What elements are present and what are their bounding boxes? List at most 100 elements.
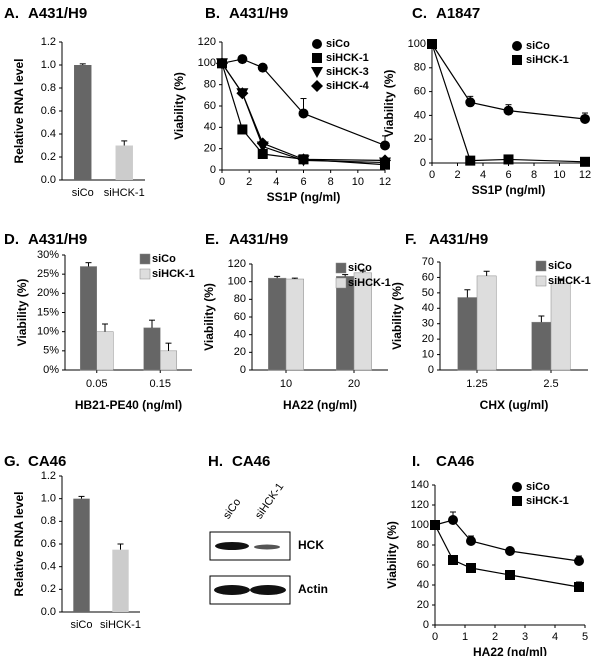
point [503, 105, 514, 116]
x-tick-label: 2.5 [543, 378, 558, 390]
y-tick-label: 100 [408, 38, 426, 50]
bar [457, 297, 478, 371]
bar [115, 145, 133, 180]
y-tick-label: 40 [417, 579, 429, 591]
x-axis-label: CHX (ug/ml) [480, 398, 549, 412]
legend-label: siCo [152, 253, 176, 265]
y-tick-label: 40 [204, 121, 216, 133]
legend-label: siCo [526, 481, 550, 493]
panel-label: D. [4, 231, 19, 248]
y-tick-label: 70 [422, 256, 434, 268]
legend-label: siHCK-1 [526, 54, 569, 66]
y-tick-label: 80 [417, 539, 429, 551]
legend-swatch [535, 275, 547, 287]
y-tick-label: 10% [37, 326, 59, 338]
chart-panel: G. CA46 Relative RNA level 0.0 0.2 0.4 0.6 0.8 1… [4, 453, 141, 631]
chart-panel: F. A431/H9 Viability (%) 0 10 20 30 40 50 60 70 1.2… [390, 231, 591, 412]
legend-label: siHCK-1 [348, 277, 391, 289]
x-tick-label: 5 [582, 631, 588, 643]
chart-panel: E. A431/H9 Viability (%) 0 20 40 60 80 100 120 10 2… [202, 231, 391, 412]
x-tick-label: 2 [454, 169, 460, 181]
point [380, 140, 390, 151]
chart-panel: A. A431/H9 Relative RNA level 0.0 0.2 0.4 0.6 0… [4, 5, 145, 199]
panel-label: G. [4, 453, 20, 470]
point [257, 62, 268, 73]
legend-label: siHCK-1 [526, 495, 569, 507]
legend-marker [311, 67, 323, 78]
point [257, 149, 268, 159]
y-tick-label: 0 [428, 364, 434, 376]
x-tick-label: 6 [505, 169, 511, 181]
bar [74, 65, 92, 180]
row-label: HCK [298, 538, 324, 552]
panel-title: A431/H9 [429, 231, 488, 248]
legend-marker [312, 53, 322, 63]
x-tick-label: siCo [72, 187, 94, 199]
y-tick-label: 40 [414, 109, 426, 121]
legend-label: siHCK-1 [326, 52, 369, 64]
x-tick-label: 4 [273, 176, 279, 188]
chart-panel: D. A431/H9 Viability (%) 0% 5% 10% 15% 20% 25% 30… [4, 231, 195, 412]
point [237, 54, 248, 65]
bar [112, 549, 129, 612]
x-tick-label: 2 [492, 631, 498, 643]
legend-swatch [535, 260, 547, 272]
y-axis-label: Viability (%) [172, 72, 186, 140]
panel-title: A431/H9 [229, 231, 288, 248]
x-tick-label: 1.25 [466, 378, 487, 390]
point [256, 137, 269, 150]
y-tick-label: 20 [234, 346, 246, 358]
y-tick-label: 60 [234, 311, 246, 323]
x-axis-label: HA22 (ng/ml) [473, 645, 547, 656]
blot-band [254, 544, 280, 550]
point [298, 108, 309, 119]
x-tick-label: 10 [280, 378, 292, 390]
y-tick-label: 0.8 [41, 515, 56, 527]
x-tick-label: siHCK-1 [104, 187, 145, 199]
point [503, 154, 514, 165]
y-tick-label: 100 [198, 57, 216, 69]
y-axis-label: Relative RNA level [12, 59, 26, 164]
y-tick-label: 80 [204, 79, 216, 91]
x-tick-label: 0 [432, 631, 438, 643]
x-tick-label: 0.15 [150, 378, 171, 390]
y-tick-label: 100 [411, 519, 429, 531]
panel-title: A431/H9 [229, 5, 288, 22]
lane-label: siHCK-1 [253, 481, 286, 521]
bar [96, 331, 114, 371]
y-tick-label: 0 [240, 364, 246, 376]
chart-panel: B. A431/H9 Viability (%) 0 20 40 60 80 100 120 0 2 4… [172, 5, 391, 204]
y-tick-label: 60 [414, 86, 426, 98]
y-tick-label: 0.2 [41, 583, 56, 595]
point [448, 515, 458, 525]
y-tick-label: 60 [417, 559, 429, 571]
point [574, 556, 584, 566]
bar [336, 276, 355, 371]
bar [79, 266, 97, 371]
legend-label: siHCK-3 [326, 66, 369, 78]
y-tick-label: 20 [422, 333, 434, 345]
point [216, 57, 228, 70]
y-tick-label: 120 [198, 36, 216, 48]
legend-swatch [335, 277, 347, 289]
x-tick-label: 0 [429, 169, 435, 181]
panel-label: A. [4, 5, 19, 22]
x-tick-label: 6 [300, 176, 306, 188]
y-tick-label: 1.0 [41, 493, 56, 505]
legend-swatch [139, 253, 151, 265]
x-tick-label: 3 [522, 631, 528, 643]
y-axis-label: Viability (%) [382, 70, 396, 138]
y-axis-label: Viability (%) [390, 282, 404, 350]
point [430, 520, 440, 530]
y-axis-label: Relative RNA level [12, 492, 26, 597]
panel-title: CA46 [28, 453, 66, 470]
x-tick-label: 2 [246, 176, 252, 188]
panel-label: I. [412, 453, 420, 470]
legend-label: siCo [548, 260, 572, 272]
panel-label: C. [412, 5, 427, 22]
y-tick-label: 0.4 [41, 561, 56, 573]
legend-marker [512, 55, 522, 65]
x-tick-label: 12 [579, 169, 591, 181]
x-tick-label: 0.05 [86, 378, 107, 390]
point [448, 555, 458, 565]
